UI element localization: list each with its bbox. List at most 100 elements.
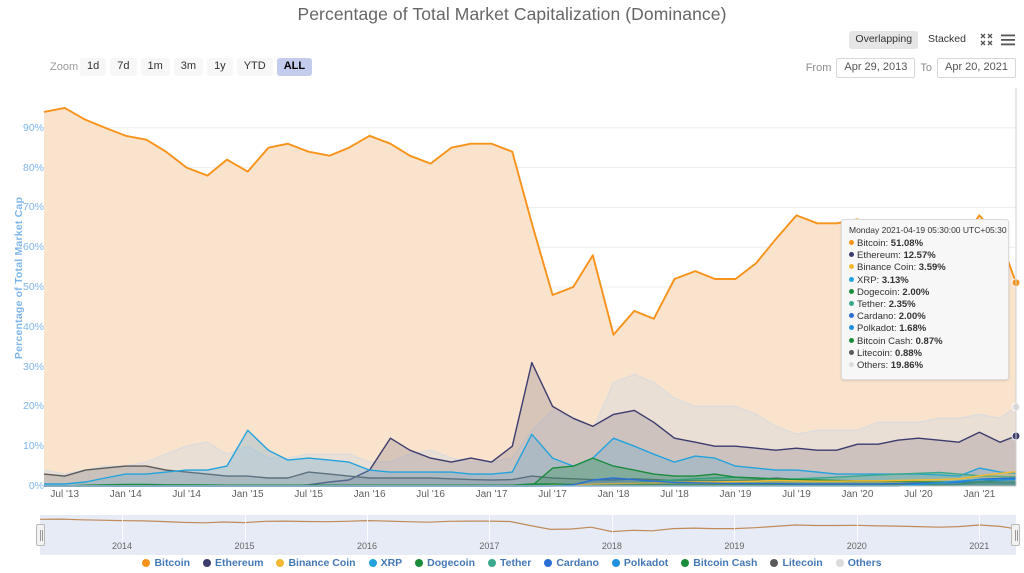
- navigator-gridline: [734, 515, 736, 541]
- tooltip-series-dot: [849, 349, 854, 355]
- range-button-1m[interactable]: 1m: [140, 58, 170, 76]
- legend-item-others[interactable]: Others: [835, 557, 882, 569]
- tooltip-row: Dogecoin: 2.00%: [849, 287, 1001, 299]
- x-tick-label: Jul '14: [172, 489, 201, 500]
- navigator-selected-range[interactable]: [40, 515, 1016, 555]
- tooltip-row: Tether: 2.35%: [849, 299, 1001, 311]
- y-tick-label: 30%: [22, 360, 44, 373]
- x-tick-label: Jul '15: [294, 489, 323, 500]
- stacked-toggle[interactable]: Stacked: [928, 33, 966, 45]
- legend-label: Ethereum: [215, 557, 264, 569]
- legend-item-xrp[interactable]: XRP: [368, 557, 403, 569]
- legend-label: XRP: [380, 557, 403, 569]
- tooltip-series-name: Bitcoin:: [857, 238, 891, 249]
- range-selector: Zoom 1d 7d 1m 3m 1y YTD ALL From Apr 29,…: [0, 58, 1024, 79]
- range-buttons: 1d 7d 1m 3m 1y YTD ALL: [80, 58, 313, 76]
- x-tick-label: Jan '16: [353, 489, 386, 500]
- legend-item-ethereum[interactable]: Ethereum: [203, 557, 263, 569]
- tooltip-timestamp: Monday 2021-04-19 05:30:00 UTC+05:30: [849, 225, 1007, 235]
- navigator-gridline: [489, 515, 491, 541]
- tooltip-row: Binance Coin: 3.59%: [849, 262, 1001, 274]
- tooltip-row: Litecoin: 0.88%: [849, 348, 1001, 360]
- tooltip-series-name: Cardano:: [857, 311, 899, 323]
- legend-item-binance-coin[interactable]: Binance Coin: [276, 557, 356, 569]
- navigator-handle-right[interactable]: [1011, 524, 1020, 546]
- tooltip-series-value: 3.13%: [881, 274, 909, 286]
- tooltip-series-name: Tether:: [857, 299, 889, 311]
- range-button-ytd[interactable]: YTD: [236, 58, 273, 76]
- navigator-year-label: 2020: [846, 541, 867, 551]
- tooltip-series-name: Others:: [857, 360, 891, 372]
- legend-label: Polkadot: [623, 557, 669, 569]
- navigator-year-label: 2014: [112, 541, 133, 551]
- range-navigator[interactable]: 2014 2015 2016 2017 2018 2019 2020 2021: [36, 515, 1020, 555]
- tooltip-series-name: XRP:: [857, 274, 882, 286]
- tooltip-series-value: 3.59%: [918, 262, 946, 274]
- range-button-all[interactable]: ALL: [276, 58, 313, 76]
- legend-color-dot: [544, 559, 553, 567]
- range-button-1y[interactable]: 1y: [207, 58, 233, 76]
- tooltip-series-dot: [849, 362, 854, 368]
- navigator-year-label: 2017: [479, 541, 500, 551]
- legend-item-bitcoin[interactable]: Bitcoin: [142, 557, 190, 569]
- y-tick-label: 50%: [22, 281, 44, 293]
- range-button-1d[interactable]: 1d: [80, 58, 107, 76]
- tooltip-series-dot: [849, 301, 854, 306]
- legend-label: Bitcoin: [154, 557, 191, 569]
- legend-label: Dogecoin: [427, 557, 475, 569]
- legend-color-dot: [415, 559, 424, 567]
- legend-item-dogecoin[interactable]: Dogecoin: [415, 557, 475, 569]
- legend-color-dot: [611, 559, 620, 567]
- range-button-3m[interactable]: 3m: [173, 58, 204, 76]
- overlapping-toggle[interactable]: Overlapping: [849, 31, 919, 49]
- tooltip-series-dot: [849, 325, 854, 331]
- legend-color-dot: [203, 559, 212, 567]
- navigator-gridline: [611, 515, 613, 541]
- x-tick-label: Jul '18: [660, 489, 689, 500]
- fullscreen-icon[interactable]: [978, 32, 994, 47]
- y-tick-label: 60%: [22, 241, 44, 254]
- tooltip-series-dot: [849, 288, 854, 294]
- range-button-7d[interactable]: 7d: [110, 58, 137, 76]
- navigator-year-label: 2015: [234, 541, 255, 551]
- x-tick-label: Jul '20: [904, 489, 933, 500]
- navigator-handle-left[interactable]: [36, 524, 45, 546]
- legend-item-tether[interactable]: Tether: [488, 557, 531, 569]
- tooltip-row: Bitcoin Cash: 0.87%: [849, 336, 1001, 348]
- y-tick-label: 40%: [22, 320, 44, 333]
- chart-legend: Bitcoin Ethereum Binance Coin XRP Dogecoin Te…: [0, 557, 1024, 569]
- legend-label: Bitcoin Cash: [693, 557, 758, 569]
- navigator-year-label: 2018: [601, 541, 622, 551]
- legend-item-polkadot[interactable]: Polkadot: [611, 557, 669, 569]
- series-others: [43, 373, 1017, 486]
- from-date-input[interactable]: Apr 29, 2013: [836, 58, 916, 79]
- legend-item-bitcoin-cash[interactable]: Bitcoin Cash: [681, 557, 757, 569]
- navigator-year-label: 2021: [969, 541, 990, 551]
- legend-color-dot: [770, 559, 779, 567]
- navigator-gridline: [979, 515, 981, 541]
- tooltip-series-value: 0.87%: [915, 335, 943, 347]
- legend-color-dot: [835, 559, 844, 567]
- to-date-input[interactable]: Apr 20, 2021: [937, 58, 1016, 79]
- legend-item-litecoin[interactable]: Litecoin: [770, 557, 823, 569]
- x-tick-label: Jan '20: [841, 489, 874, 500]
- tooltip-series-dot: [849, 264, 854, 270]
- y-tick-label: 90%: [22, 121, 44, 134]
- navigator-gridline: [366, 515, 368, 541]
- navigator-year-label: 2019: [724, 541, 745, 551]
- legend-label: Others: [847, 557, 882, 569]
- plot-area: Percentage of Total Market Cap 0% 10% 20% 3…: [0, 86, 1024, 506]
- tooltip-series-value: 2.35%: [888, 299, 916, 311]
- x-tick-label: Jul '13: [50, 489, 80, 500]
- x-tick-label: Jan '19: [719, 489, 752, 500]
- legend-item-cardano[interactable]: Cardano: [544, 557, 599, 569]
- tooltip-series-value: 19.86%: [890, 360, 924, 372]
- to-label: To: [920, 62, 932, 75]
- x-tick-label: Jan '18: [597, 489, 630, 500]
- hamburger-menu-icon[interactable]: [1000, 32, 1016, 47]
- navigator-gridline: [244, 515, 246, 541]
- tooltip-series-name: Ethereum:: [857, 250, 904, 262]
- tooltip-series-name: Polkadot:: [857, 323, 900, 335]
- tooltip-row: XRP: 3.13%: [849, 275, 1001, 287]
